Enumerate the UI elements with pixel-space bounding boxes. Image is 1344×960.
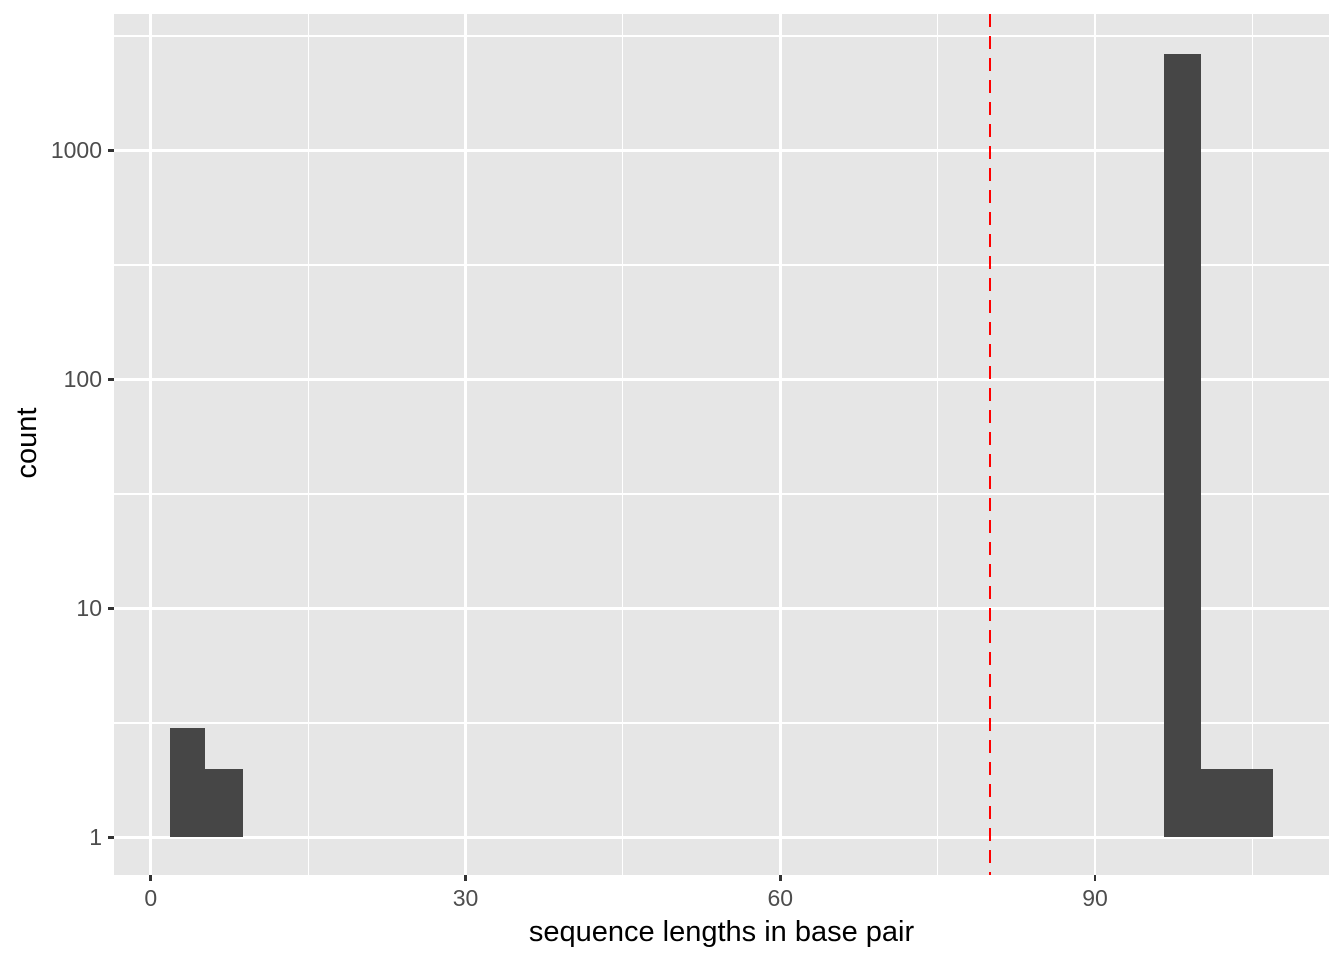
x-tick-mark (779, 875, 782, 881)
gridline-y-minor (114, 722, 1329, 724)
x-tick-label: 60 (767, 885, 794, 911)
x-tick-mark (1093, 875, 1097, 881)
x-tick-label: 30 (452, 885, 479, 911)
y-tick-label: 100 (63, 366, 102, 393)
gridline-x-minor (622, 14, 624, 875)
y-tick-label: 1000 (50, 137, 102, 164)
gridline-x-major (779, 14, 782, 875)
gridline-y-major (114, 607, 1329, 610)
gridline-y-minor (114, 35, 1329, 37)
y-tick-mark (108, 149, 114, 152)
y-tick-label: 10 (76, 595, 102, 622)
gridline-y-minor (114, 493, 1329, 495)
y-axis-title: count (11, 407, 43, 479)
gridline-x-major (149, 14, 152, 875)
gridline-y-major (114, 149, 1329, 152)
x-tick-label: 0 (144, 885, 158, 911)
x-axis-title: sequence lengths in base pair (528, 916, 915, 948)
x-tick-mark (464, 875, 467, 881)
x-tick-label: 90 (1082, 885, 1108, 911)
gridline-y-major (114, 378, 1329, 381)
histogram-bar (1164, 53, 1201, 838)
gridline-x-major (1093, 14, 1097, 875)
vline-threshold (988, 14, 992, 875)
y-tick-label: 1 (89, 824, 102, 851)
x-tick-mark (149, 875, 152, 881)
plot-panel (114, 14, 1329, 875)
gridline-x-major (464, 14, 467, 875)
gridline-y-major (114, 836, 1329, 839)
histogram-bar (1200, 768, 1274, 838)
histogram-bar (205, 768, 244, 838)
y-tick-mark (108, 836, 114, 839)
y-tick-mark (108, 607, 114, 610)
histogram-bar (169, 728, 206, 838)
gridline-x-minor (307, 14, 309, 875)
gridline-x-minor (1251, 14, 1253, 875)
gridline-x-minor (937, 14, 939, 875)
gridline-y-minor (114, 264, 1329, 266)
y-tick-mark (108, 378, 114, 381)
